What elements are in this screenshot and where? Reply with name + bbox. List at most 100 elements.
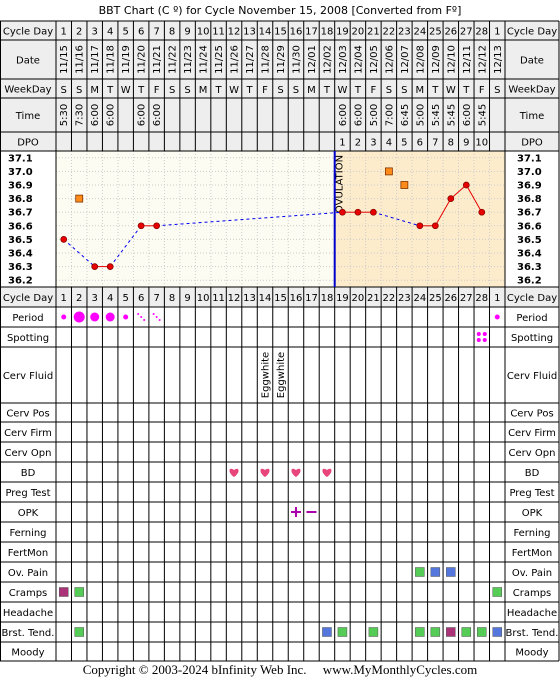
row-label-right: Preg Test [509,488,554,499]
cycle-day-number: 13 [243,27,256,38]
cycle-day-number: 19 [336,293,349,304]
temp-scale-left: 37.1 [8,153,33,164]
cycle-day-number: 4 [107,293,113,304]
temp-scale-left: 36.4 [8,249,33,260]
weekday-letter: S [293,85,299,96]
date-label: 12/01 [307,45,318,74]
temp-scale-left: 37.0 [8,167,33,178]
weekday-letter: T [137,85,145,96]
period-dot [105,312,115,322]
symptom-square [492,627,503,637]
temp-point [447,195,455,202]
time-label: 6:00 [462,104,473,126]
cycle-day-number: 28 [475,293,488,304]
symptom-square [446,567,456,577]
weekday-letter: T [354,85,362,96]
cycle-day-number: 21 [367,27,380,38]
cycle-day-number: 9 [184,293,190,304]
cycle-day-number: 23 [398,293,411,304]
symptom-square [446,627,456,637]
weekday-letter: S [184,85,190,96]
cycle-day-row-bg [0,287,559,307]
row-label-right: OPK [522,508,543,519]
spotting-dot [476,338,481,342]
cycle-day-number: 15 [274,27,287,38]
cycle-day-number: 10 [197,27,210,38]
row-label-left: Cramps [9,588,48,599]
weekday-letter: S [401,85,407,96]
cycle-day-number: 24 [413,27,426,38]
period-dot [90,312,100,322]
row-label-left: WeekDay [4,85,51,96]
symptom-square [337,627,348,637]
row-label-right: Time [519,111,544,122]
time-label: 6:00 [106,104,117,126]
period-spot-dot [152,313,155,315]
weekday-letter: S [169,85,175,96]
symptom-square [430,627,441,637]
period-spot-dot [158,319,161,321]
weekday-letter: S [494,85,500,96]
weekday-letter: T [323,85,331,96]
date-label: 12/06 [384,45,395,74]
dpo-number: 9 [463,138,469,149]
plot-bg-pre [56,151,335,287]
symptom-square [58,587,69,597]
date-label: 12/02 [322,45,333,74]
date-label: 11/28 [261,45,272,74]
cycle-day-number: 28 [475,27,488,38]
weekday-letter: S [277,85,283,96]
temp-point [370,208,377,216]
dpo-number: 4 [386,138,392,149]
cycle-day-number: 18 [321,27,334,38]
dpo-number: 10 [475,138,488,149]
time-label: 5:45 [431,104,442,126]
spotting-dot [476,332,481,336]
period-dot [123,314,129,320]
row-label-left: Cerv Fluid [3,371,53,382]
weekday-letter: S [61,85,67,96]
bd-heart-icon [229,468,239,477]
header-row-bg [0,40,559,79]
date-label: 12/07 [400,45,411,74]
weekday-letter: F [262,85,268,96]
symptom-square [492,587,503,597]
symptom-square [74,627,84,637]
cycle-day-number: 11 [212,27,225,38]
cycle-day-number: 21 [367,293,380,304]
symptom-square [477,627,487,637]
plot-bg-post [334,151,505,287]
date-label: 11/21 [152,45,163,74]
date-label: 12/12 [477,45,488,74]
row-label-left: Period [12,313,43,324]
cycle-day-number: 8 [169,293,175,304]
row-label-right: Date [520,56,544,67]
cycle-day-number: 6 [138,27,144,38]
symptom-square [430,567,441,577]
temp-point [478,208,486,216]
cycle-day-number: 4 [107,27,113,38]
period-spot-dot [140,316,143,318]
temp-point [153,222,160,230]
symptom-square [415,627,425,637]
row-label-right: Headache [507,608,557,619]
temp-scale-right: 36.7 [517,208,542,219]
weekday-letter: T [431,85,439,96]
cycle-day-number: 1 [494,27,500,38]
time-label: 6:00 [353,104,364,126]
cycle-day-number: 14 [259,293,272,304]
temp-scale-left: 36.2 [8,276,33,287]
temp-line-segment [63,239,96,267]
weekday-letter: M [90,85,99,96]
period-dot [73,311,85,323]
copyright-footer: Copyright © 2003-2024 bInfinity Web Inc.… [82,662,478,677]
temp-point [431,222,439,230]
cycle-day-number: 11 [212,293,225,304]
period-spot-dot [155,316,158,318]
temp-scale-left: 36.3 [8,262,33,273]
time-label: 6:45 [400,104,411,126]
weekday-letter: W [446,85,456,96]
cycle-day-number: 26 [444,293,457,304]
cycle-day-number: 24 [413,293,426,304]
row-label-right: Cerv Opn [509,448,556,459]
